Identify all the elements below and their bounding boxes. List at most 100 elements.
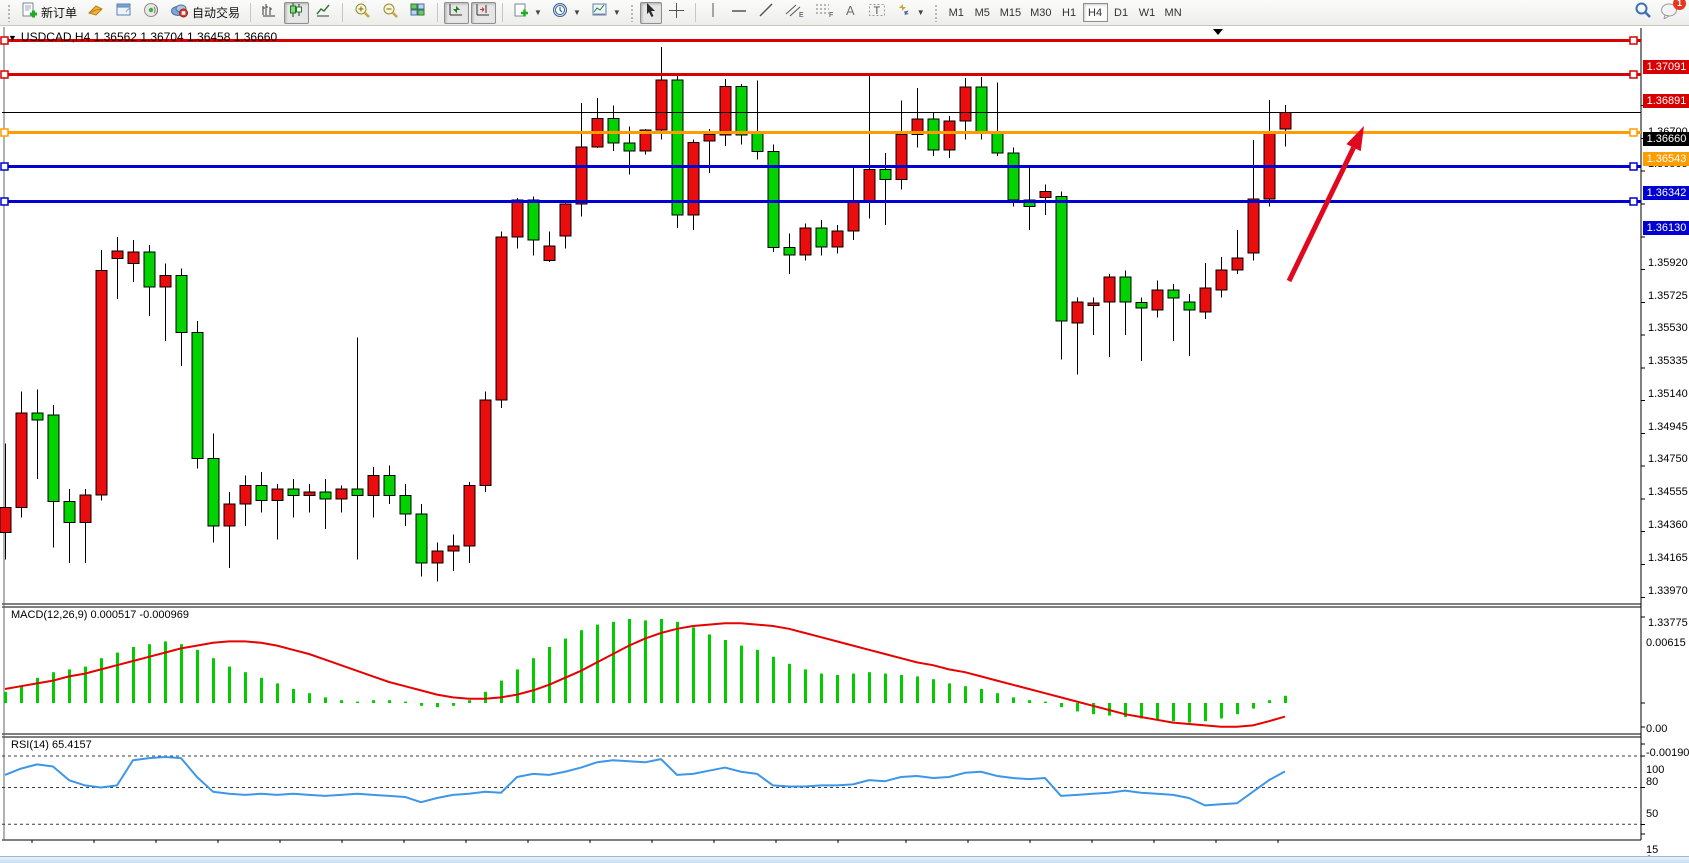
zoom-in-button[interactable] <box>349 2 375 24</box>
macd-histogram-bar <box>1220 703 1223 719</box>
line-handle-left[interactable] <box>0 197 9 206</box>
macd-histogram-bar <box>788 663 791 703</box>
bullish-candle <box>303 491 316 497</box>
timeframe-button-m15[interactable]: M15 <box>999 6 1022 19</box>
macd-histogram-bar <box>468 700 471 703</box>
line-handle-left[interactable] <box>0 162 9 171</box>
market-watch-button[interactable] <box>111 2 137 24</box>
chart-menu-icon[interactable]: ▼ <box>8 33 17 43</box>
search-icon[interactable] <box>1634 1 1652 24</box>
price-level-badge: 1.36130 <box>1643 221 1689 235</box>
macd-histogram-bar <box>372 700 375 703</box>
bullish-candle <box>719 86 732 136</box>
macd-axis-tick: 0.00615 <box>1646 636 1686 649</box>
chart-shift-button[interactable] <box>471 1 497 24</box>
candles-group <box>0 46 1292 582</box>
horizontal-line-tool-button[interactable] <box>726 2 752 24</box>
candlestick-mode-button[interactable] <box>284 1 310 24</box>
text-label-tool-button[interactable]: T <box>864 2 890 24</box>
line-handle-left[interactable] <box>0 36 9 45</box>
bullish-candle <box>111 250 124 260</box>
bullish-candle <box>1231 257 1244 271</box>
price-level-badge: 1.36342 <box>1643 186 1689 200</box>
bullish-candle <box>127 251 140 265</box>
auto-scroll-button[interactable] <box>444 1 470 24</box>
macd-histogram-bar <box>1012 697 1015 703</box>
bearish-candle <box>319 491 332 500</box>
price-chart-svg <box>0 27 1689 863</box>
bullish-candle <box>0 506 12 534</box>
timeframe-button-w1[interactable]: W1 <box>1138 6 1156 19</box>
new-chart-button[interactable]: ▼ <box>509 2 546 24</box>
bearish-candle <box>1167 289 1180 299</box>
line-handle-right[interactable] <box>1629 197 1638 206</box>
new-order-label: 新订单 <box>41 6 78 20</box>
template-button[interactable]: ▼ <box>587 2 625 24</box>
bullish-candle <box>895 133 908 181</box>
text-tool-button[interactable]: A <box>840 2 862 24</box>
bearish-candle <box>879 169 892 181</box>
macd-histogram-bar <box>404 701 407 703</box>
timeframe-button-m30[interactable]: M30 <box>1030 6 1052 19</box>
history-center-button[interactable] <box>83 2 109 24</box>
bullish-candle <box>943 120 956 151</box>
trend-arrow-head[interactable] <box>1346 126 1364 152</box>
vertical-line-tool-button[interactable] <box>702 2 724 24</box>
timeframe-button-m1[interactable]: M1 <box>948 6 964 19</box>
price-axis-tick: 1.35530 <box>1648 322 1688 335</box>
auto-scroll-icon <box>448 2 465 23</box>
bearish-candle <box>207 458 220 527</box>
trend-arrow-annotation[interactable] <box>1286 146 1356 283</box>
crosshair-tool-button[interactable] <box>664 2 689 24</box>
line-chart-mode-button[interactable] <box>311 2 336 24</box>
text-label-icon: T <box>868 2 886 23</box>
macd-axis-tick: -0.001906 <box>1646 747 1689 759</box>
line-handle-right[interactable] <box>1629 128 1638 137</box>
auto-trading-button[interactable]: 自动交易 <box>166 2 244 24</box>
timeframe-button-mn[interactable]: MN <box>1164 6 1182 19</box>
line-handle-right[interactable] <box>1629 162 1638 171</box>
macd-histogram-bar <box>708 634 711 703</box>
bearish-candle <box>143 251 156 288</box>
timeframe-button-d1[interactable]: D1 <box>1114 6 1129 19</box>
bullish-candle <box>15 412 28 508</box>
chart-shift-icon <box>475 2 492 23</box>
zoom-out-button[interactable] <box>377 2 403 24</box>
line-handle-right[interactable] <box>1629 70 1638 79</box>
macd-histogram-bar <box>596 624 599 703</box>
chart-shift-marker[interactable] <box>1213 29 1223 35</box>
timeframe-button-h4[interactable]: H4 <box>1082 3 1108 22</box>
bearish-candle <box>607 117 620 144</box>
line-handle-left[interactable] <box>0 70 9 79</box>
line-handle-left[interactable] <box>0 128 9 137</box>
macd-histogram-bar <box>1044 701 1047 703</box>
macd-histogram-bar <box>1028 700 1031 703</box>
fibonacci-tool-button[interactable]: F <box>810 2 838 24</box>
macd-histogram-bar <box>900 675 903 703</box>
cursor-tool-button[interactable] <box>639 1 662 24</box>
trendline-tool-button[interactable] <box>754 2 778 24</box>
macd-histogram-bar <box>932 679 935 703</box>
new-order-icon <box>21 2 38 24</box>
new-order-button[interactable]: 新订单 <box>17 2 81 24</box>
tile-windows-button[interactable] <box>405 2 431 24</box>
bearish-candle <box>671 79 684 216</box>
timeframe-button-m5[interactable]: M5 <box>974 6 990 19</box>
macd-histogram-bar <box>244 672 247 703</box>
arrows-tool-button[interactable]: ▼ <box>892 2 929 24</box>
bearish-candle <box>1135 301 1148 309</box>
macd-histogram-bar <box>692 627 695 703</box>
price-axis-tick: 1.34165 <box>1648 551 1688 564</box>
macd-histogram-bar <box>868 672 871 703</box>
bar-chart-mode-button[interactable] <box>257 2 282 24</box>
period-button[interactable]: ▼ <box>548 2 585 24</box>
notifications-button[interactable]: 1 <box>1660 0 1686 24</box>
timeframe-button-h1[interactable]: H1 <box>1062 6 1077 19</box>
equidistant-channel-tool-button[interactable]: E <box>780 2 808 24</box>
toolbar-grip <box>7 3 12 22</box>
signals-button[interactable] <box>139 2 164 24</box>
macd-histogram-bar <box>4 691 7 703</box>
macd-histogram-bar <box>980 689 983 703</box>
line-handle-right[interactable] <box>1629 36 1638 45</box>
text-icon: A <box>844 3 858 23</box>
